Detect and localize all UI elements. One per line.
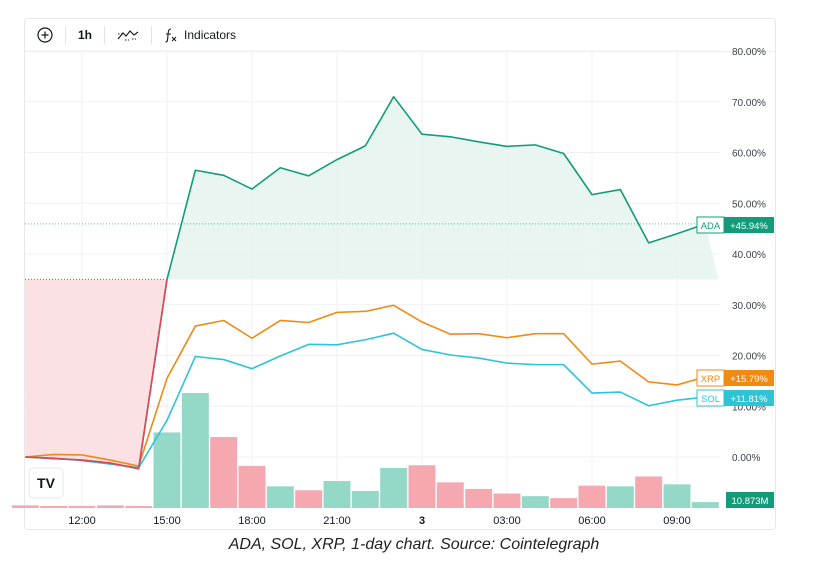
volume-bar <box>578 485 606 508</box>
badge-value-box <box>724 217 774 233</box>
volume-bar <box>210 437 238 508</box>
volume-bar <box>266 486 294 508</box>
volume-bar <box>493 493 521 508</box>
badge-volume: 10.873M <box>726 492 774 508</box>
volume-bar <box>323 481 351 508</box>
series-line-loss-segment <box>25 279 168 470</box>
indicators-label: Indicators <box>184 28 237 42</box>
y-tick-label: 70.00% <box>732 98 766 109</box>
plus-circle-icon <box>37 27 53 43</box>
chart-caption: ADA, SOL, XRP, 1-day chart. Source: Coin… <box>228 536 600 553</box>
volume-bar <box>68 506 96 508</box>
volume-bar <box>436 482 464 508</box>
badge-ada: ADA +45.94% <box>696 216 774 234</box>
x-tick-label: 12:00 <box>68 515 96 527</box>
volume-bar <box>238 465 266 508</box>
x-tick-label: 03:00 <box>493 515 521 527</box>
toolbar-divider <box>65 26 66 44</box>
volume-bar <box>380 467 408 508</box>
x-tick-label: 09:00 <box>663 515 691 527</box>
volume-bar <box>635 476 663 508</box>
y-tick-label: 20.00% <box>732 352 766 363</box>
badge-value: +11.81% <box>730 394 768 405</box>
series-lines <box>25 95 706 470</box>
badge-volume-box <box>726 492 774 508</box>
y-tick-label: 80.00% <box>732 47 766 58</box>
y-tick-label: 60.00% <box>732 149 766 160</box>
badge-xrp: XRP +15.79% <box>696 369 774 387</box>
volume-bar <box>153 432 181 508</box>
badge-name: SOL <box>701 394 720 405</box>
volume-bar <box>663 484 691 508</box>
chart-plot: 80.00%70.00%60.00%50.00%40.00%30.00%20.0… <box>11 47 774 527</box>
y-axis: 80.00% 70.00% 60.00% 50.00% 40.00% 30.00% 20.0… <box>732 47 766 464</box>
badge-name: ADA <box>701 221 721 232</box>
badge-name: XRP <box>701 374 721 385</box>
badge-value: +15.79% <box>730 374 768 385</box>
y-tick-label: 40.00% <box>732 250 766 261</box>
badge-volume-value: 10.873M <box>732 496 769 507</box>
volume-bar <box>125 506 153 508</box>
x-tick-label: 15:00 <box>153 515 181 527</box>
volume-bar <box>521 496 549 508</box>
volume-bar <box>408 465 436 508</box>
gain-area-fill <box>167 96 718 280</box>
loss-area-fill <box>25 279 167 469</box>
x-axis: 12:00 15:00 18:00 21:00 3 03:00 06:00 09:00 <box>68 515 691 527</box>
volume-bar <box>295 490 323 508</box>
toolbar-divider <box>104 26 106 44</box>
price-badges: ADA +45.94% XRP +15.79% SOL +11.81% 10.873M <box>696 216 774 508</box>
volume-bar <box>96 505 124 508</box>
y-tick-label: 50.00% <box>732 199 766 210</box>
y-tick-label: 0.00% <box>732 453 760 464</box>
volume-bars <box>11 393 719 508</box>
add-symbol-button[interactable] <box>25 19 65 51</box>
indicators-button[interactable]: Indicators <box>152 19 248 51</box>
interval-label: 1h <box>78 28 93 42</box>
volume-bar <box>351 490 379 508</box>
volume-bar <box>181 393 209 508</box>
volume-bar <box>11 505 39 508</box>
area-fills <box>25 96 718 469</box>
y-tick-label: 30.00% <box>732 301 766 312</box>
x-tick-label: 21:00 <box>323 515 351 527</box>
compare-button[interactable] <box>105 19 151 51</box>
volume-bar <box>606 486 634 508</box>
interval-button[interactable]: 1h <box>66 19 104 51</box>
svg-text:TV: TV <box>37 475 56 491</box>
volume-bar <box>550 498 578 508</box>
compare-icon <box>117 28 139 42</box>
tradingview-logo: TV <box>28 467 64 499</box>
badge-value-box <box>724 370 774 386</box>
baseline-markers <box>25 223 720 280</box>
x-tick-label: 3 <box>419 515 425 527</box>
x-tick-label: 18:00 <box>238 515 266 527</box>
volume-bar <box>40 506 68 508</box>
x-tick-label: 06:00 <box>578 515 606 527</box>
toolbar-divider <box>151 26 153 44</box>
fx-icon <box>164 27 178 43</box>
volume-bar <box>691 502 719 508</box>
y-tick-label: 10.00% <box>732 402 766 413</box>
badge-value: +45.94% <box>730 221 768 232</box>
badge-value-box <box>724 390 774 406</box>
volume-bar <box>465 488 493 508</box>
badge-sol: SOL +11.81% <box>696 389 774 407</box>
